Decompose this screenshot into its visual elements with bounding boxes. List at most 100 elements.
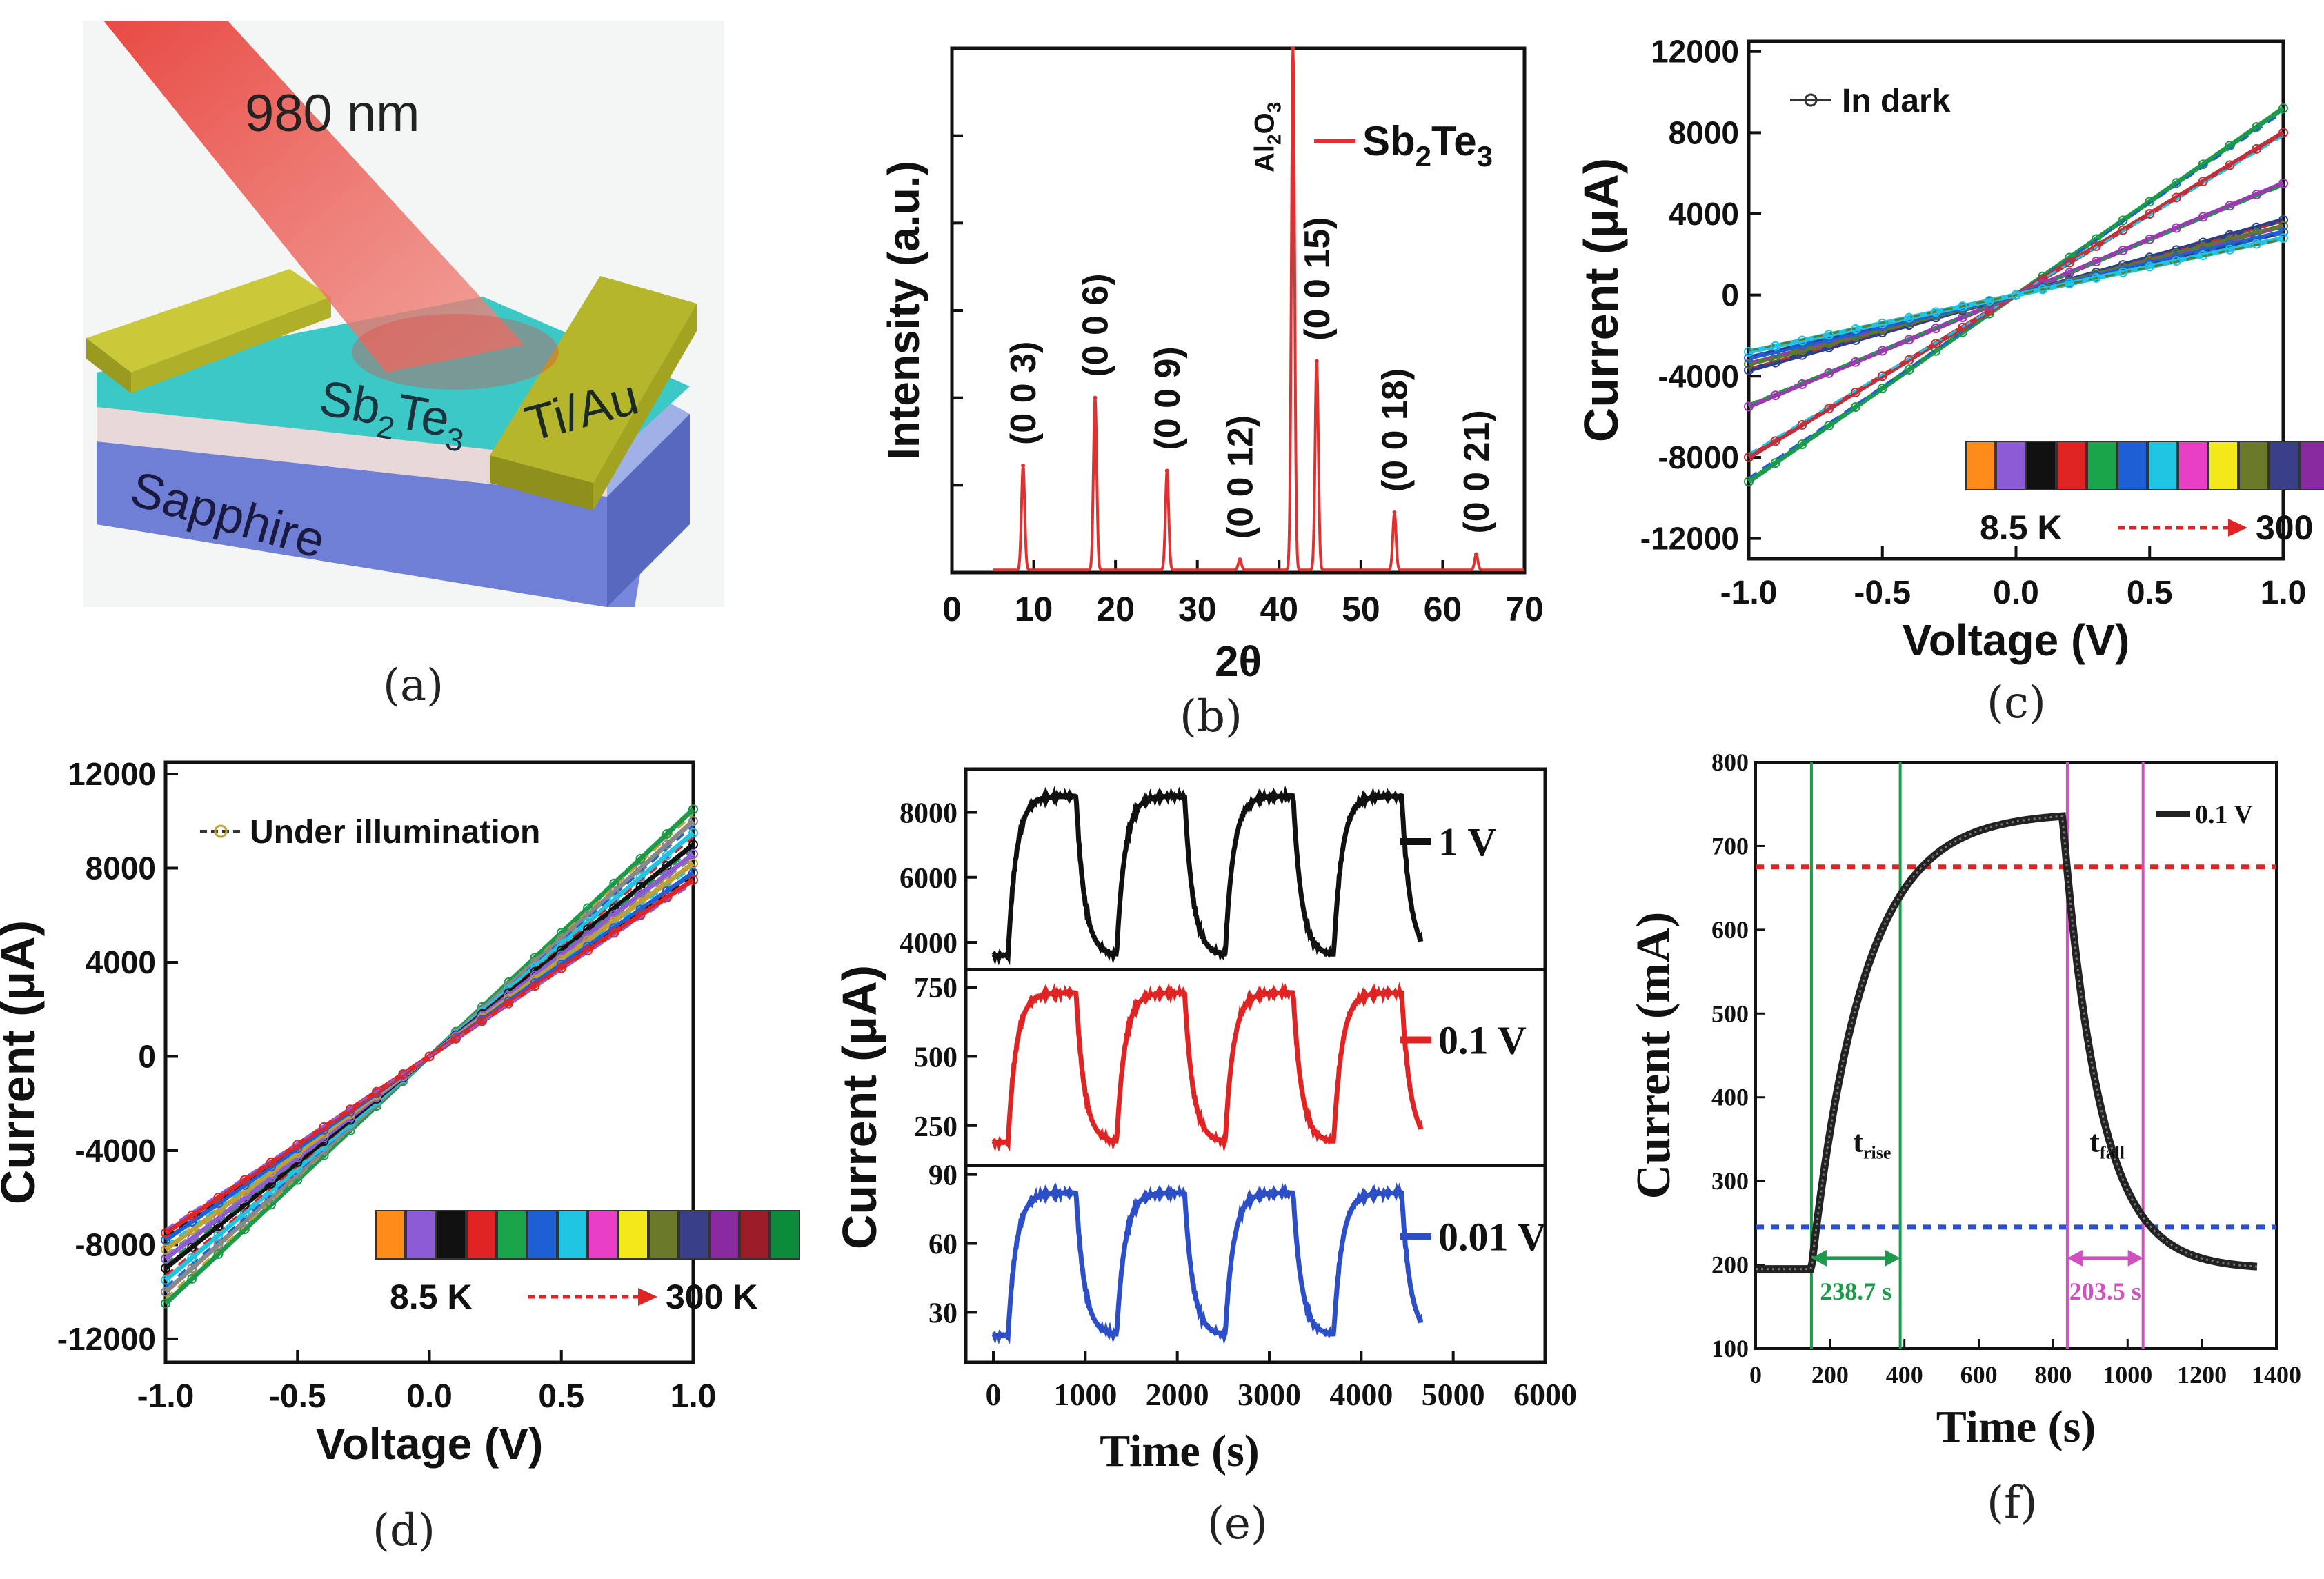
iv-marker <box>1770 341 1780 351</box>
temp-scale-to: 300 K <box>2256 508 2324 547</box>
y-tick-label: 60 <box>928 1229 957 1261</box>
y-tick-label: -4000 <box>75 1133 156 1169</box>
iv-marker <box>2118 245 2128 255</box>
x-tick-label: 0.5 <box>538 1378 584 1415</box>
iv-marker <box>530 981 540 991</box>
substrate-peak-label: Al2O3 <box>1249 102 1284 172</box>
temp-swatch-9 <box>2238 441 2269 490</box>
iv-marker <box>2145 197 2155 207</box>
iv-marker <box>2145 261 2155 272</box>
x-tick-label: 1.0 <box>2261 575 2307 611</box>
y-axis-label: Current (μA) <box>0 920 45 1204</box>
x-tick-label: 1400 <box>2252 1361 2301 1389</box>
y-tick-label: -8000 <box>75 1227 156 1262</box>
rise-arrowhead-left <box>1811 1249 1827 1267</box>
x-tick-label: -0.5 <box>1854 575 1911 611</box>
x-tick-label: 400 <box>1886 1361 1923 1389</box>
iv-marker <box>2225 141 2235 151</box>
iv-marker <box>213 1193 224 1203</box>
x-axis-label: 2θ <box>1215 638 1262 686</box>
y-tick-label: 90 <box>928 1160 957 1192</box>
iv-marker <box>1877 371 1887 381</box>
fall-arrowhead-left <box>2067 1249 2083 1267</box>
substrate-side <box>607 414 690 607</box>
iv-marker <box>213 1221 224 1231</box>
iv-marker <box>2091 241 2101 252</box>
iv-marker <box>161 1253 170 1264</box>
y-tick-label: 8000 <box>900 798 957 830</box>
laser-spot <box>352 314 559 390</box>
iv-marker <box>688 868 698 878</box>
iv-marker <box>2065 257 2074 268</box>
series-legend-label-1: 0.1 V <box>1438 1018 1527 1063</box>
x-tick-label: 200 <box>1811 1361 1849 1389</box>
peak-label: (0 0 21) <box>1457 410 1497 533</box>
film-interlayer <box>97 407 607 497</box>
iv-marker <box>2278 227 2288 237</box>
iv-marker <box>688 875 698 885</box>
response-curve-markers <box>1756 815 2258 1271</box>
iv-marker <box>1744 452 1754 462</box>
iv-marker <box>2198 250 2208 260</box>
x-tick-label: 0 <box>1749 1361 1762 1389</box>
x-tick-label: 0.0 <box>1993 575 2039 611</box>
y-tick-label: 500 <box>914 1042 957 1073</box>
iv-marker <box>2011 290 2021 300</box>
iv-marker <box>213 1240 224 1250</box>
iv-marker <box>2278 178 2288 188</box>
laser-label: 980 nm <box>245 84 420 143</box>
y-tick-label: -12000 <box>1640 521 1739 557</box>
iv-marker <box>1797 439 1807 450</box>
iv-marker <box>213 1249 224 1260</box>
iv-curve-overlay-4 <box>165 857 694 1256</box>
panel-label-a: (a) <box>383 660 444 711</box>
iv-marker <box>1824 330 1834 340</box>
y-axis-label: Current (mA) <box>1627 912 1680 1200</box>
series-legend-label-2: 0.01 V <box>1438 1215 1547 1260</box>
iv-marker <box>688 828 698 838</box>
iv-marker <box>1744 352 1754 363</box>
x-tick-label: 60 <box>1424 590 1462 628</box>
iv-marker <box>1851 324 1860 335</box>
y-tick-label: 4000 <box>900 928 957 960</box>
iv-marker <box>1797 335 1807 346</box>
x-tick-label: 30 <box>1178 590 1217 628</box>
plot-frame <box>1754 761 2278 1350</box>
t-fall-label: tfall <box>2089 1125 2125 1163</box>
temp-swatch-10 <box>679 1210 709 1260</box>
y-axis-label: Current (μA) <box>833 965 886 1249</box>
y-tick-label: 4000 <box>86 944 156 980</box>
y-tick-label: 0 <box>1721 277 1739 313</box>
temp-swatch-3 <box>466 1210 497 1260</box>
x-axis-label: Voltage (V) <box>1903 615 2130 665</box>
iv-curve-overlay-3 <box>1748 220 2284 370</box>
iv-marker <box>1904 364 1914 375</box>
iv-marker <box>1877 318 1887 328</box>
iv-marker <box>662 829 672 840</box>
iv-marker <box>372 1086 381 1097</box>
iv-marker <box>2091 257 2101 267</box>
y-tick-label: 8000 <box>1669 115 1739 150</box>
peak-label: (0 0 9) <box>1148 346 1188 450</box>
iv-marker <box>2225 160 2235 170</box>
iv-marker <box>2118 215 2128 226</box>
x-tick-label: 10 <box>1015 590 1053 628</box>
x-axis-label: Time (s) <box>1936 1402 2096 1452</box>
iv-marker <box>1851 402 1860 412</box>
iv-marker <box>635 889 646 900</box>
iv-marker <box>161 1275 170 1285</box>
y-axis-label: Intensity (a.u.) <box>879 161 928 460</box>
iv-marker <box>688 858 698 868</box>
x-tick-label: 0 <box>986 1377 1002 1412</box>
iv-marker <box>1770 458 1780 468</box>
iv-marker <box>583 945 593 955</box>
temp-swatch-11 <box>709 1210 739 1260</box>
iv-marker <box>2198 159 2208 170</box>
iv-marker <box>1931 339 1941 349</box>
iv-curve-overlay-0 <box>164 813 695 1300</box>
xrd-peak-1 <box>1093 395 1098 400</box>
temp-swatch-13 <box>770 1210 800 1260</box>
iv-marker <box>662 840 672 850</box>
iv-marker <box>266 1158 276 1167</box>
iv-marker <box>2225 244 2235 255</box>
